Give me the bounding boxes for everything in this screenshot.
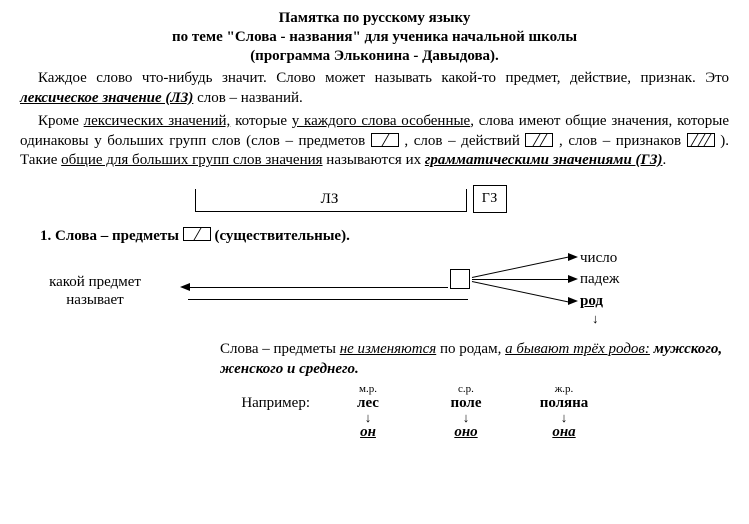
- section-1-heading: 1. Слова – предметы (существительные).: [40, 227, 729, 245]
- gender-label-1: м.р.: [359, 383, 377, 395]
- note-i1: не изменяются: [340, 341, 437, 357]
- example-pronoun-2: оно: [454, 424, 477, 441]
- arrowhead-r3-icon: [568, 297, 578, 305]
- down-arrow-2-icon: ↓: [463, 413, 470, 423]
- arrowhead-r1-icon: [568, 253, 578, 261]
- note-t2: по родам,: [436, 341, 505, 357]
- line-left: [188, 287, 448, 288]
- verb-icon: [525, 133, 553, 147]
- arrow-diagram: какой предмет называет число падеж род ↓: [20, 253, 720, 333]
- para2-u1: лексических значений,: [84, 113, 231, 129]
- example-pronoun-1: он: [360, 424, 376, 441]
- fan-line-2: [472, 279, 572, 280]
- term-gz: грамматическими значениями (ГЗ): [425, 152, 663, 168]
- para2-u3: общие для больших групп слов значения: [61, 152, 322, 168]
- para2-t1: Кроме: [38, 113, 84, 129]
- right-label-1: число: [580, 250, 700, 267]
- left-label-1: какой предмет: [49, 274, 141, 290]
- right-label-2: падеж: [580, 271, 700, 288]
- gender-label-3: ж.р.: [555, 383, 574, 395]
- para2-t7: называются их: [323, 152, 425, 168]
- gender-note: Слова – предметы не изменяются по родам,…: [220, 339, 729, 380]
- underline-left: [188, 299, 468, 300]
- sec1-num: 1. Слова – предметы: [40, 228, 183, 244]
- lz-label: ЛЗ: [195, 191, 465, 208]
- note-i2: а бывают трёх родов:: [505, 341, 650, 357]
- note-t1: Слова – предметы: [220, 341, 340, 357]
- paragraph-2: Кроме лексических значений, которые у ка…: [20, 112, 729, 171]
- examples-block: м.р. с.р. ж.р. Например: лес поле поляна…: [220, 383, 729, 441]
- right-label-3: род: [580, 293, 700, 310]
- title-line-1: Памятка по русскому языку: [20, 10, 729, 27]
- examples-label: Например:: [220, 395, 310, 412]
- left-label-2: называет: [66, 292, 123, 308]
- noun-icon-2: [183, 227, 211, 241]
- gender-label-2: с.р.: [458, 383, 474, 395]
- noun-icon: [371, 133, 399, 147]
- para2-t2: которые: [230, 113, 291, 129]
- para2-t8: .: [663, 152, 667, 168]
- title-line-2: по теме "Слова - названия" для ученика н…: [20, 29, 729, 46]
- center-box-icon: [450, 269, 470, 289]
- para2-u2: у каждого слова особенные: [292, 113, 470, 129]
- example-pronoun-3: она: [552, 424, 575, 441]
- fan-line-1: [472, 256, 570, 278]
- title-line-3: (программа Эльконина - Давыдова).: [20, 48, 729, 65]
- para2-t5: , слов – признаков: [553, 133, 686, 149]
- adj-icon: [687, 133, 715, 147]
- down-arrow-1-icon: ↓: [365, 413, 372, 423]
- left-label: какой предмет называет: [20, 273, 170, 309]
- fan-line-3: [472, 281, 570, 303]
- arrowhead-r2-icon: [568, 275, 578, 283]
- lz-gz-diagram: ЛЗ ГЗ: [195, 185, 555, 215]
- paragraph-1: Каждое слово что-нибудь значит. Слово мо…: [20, 69, 729, 108]
- para2-t4: , слов – действий: [399, 133, 526, 149]
- term-lz: лексическое значение (ЛЗ): [20, 90, 193, 106]
- gz-box: ГЗ: [473, 185, 507, 213]
- sec1-tail: (существительные).: [211, 228, 350, 244]
- para1-t2: слов – названий.: [193, 90, 302, 106]
- down-arrow-icon: ↓: [592, 311, 599, 327]
- para1-t1: Каждое слово что-нибудь значит. Слово мо…: [38, 70, 729, 86]
- down-arrow-3-icon: ↓: [561, 413, 568, 423]
